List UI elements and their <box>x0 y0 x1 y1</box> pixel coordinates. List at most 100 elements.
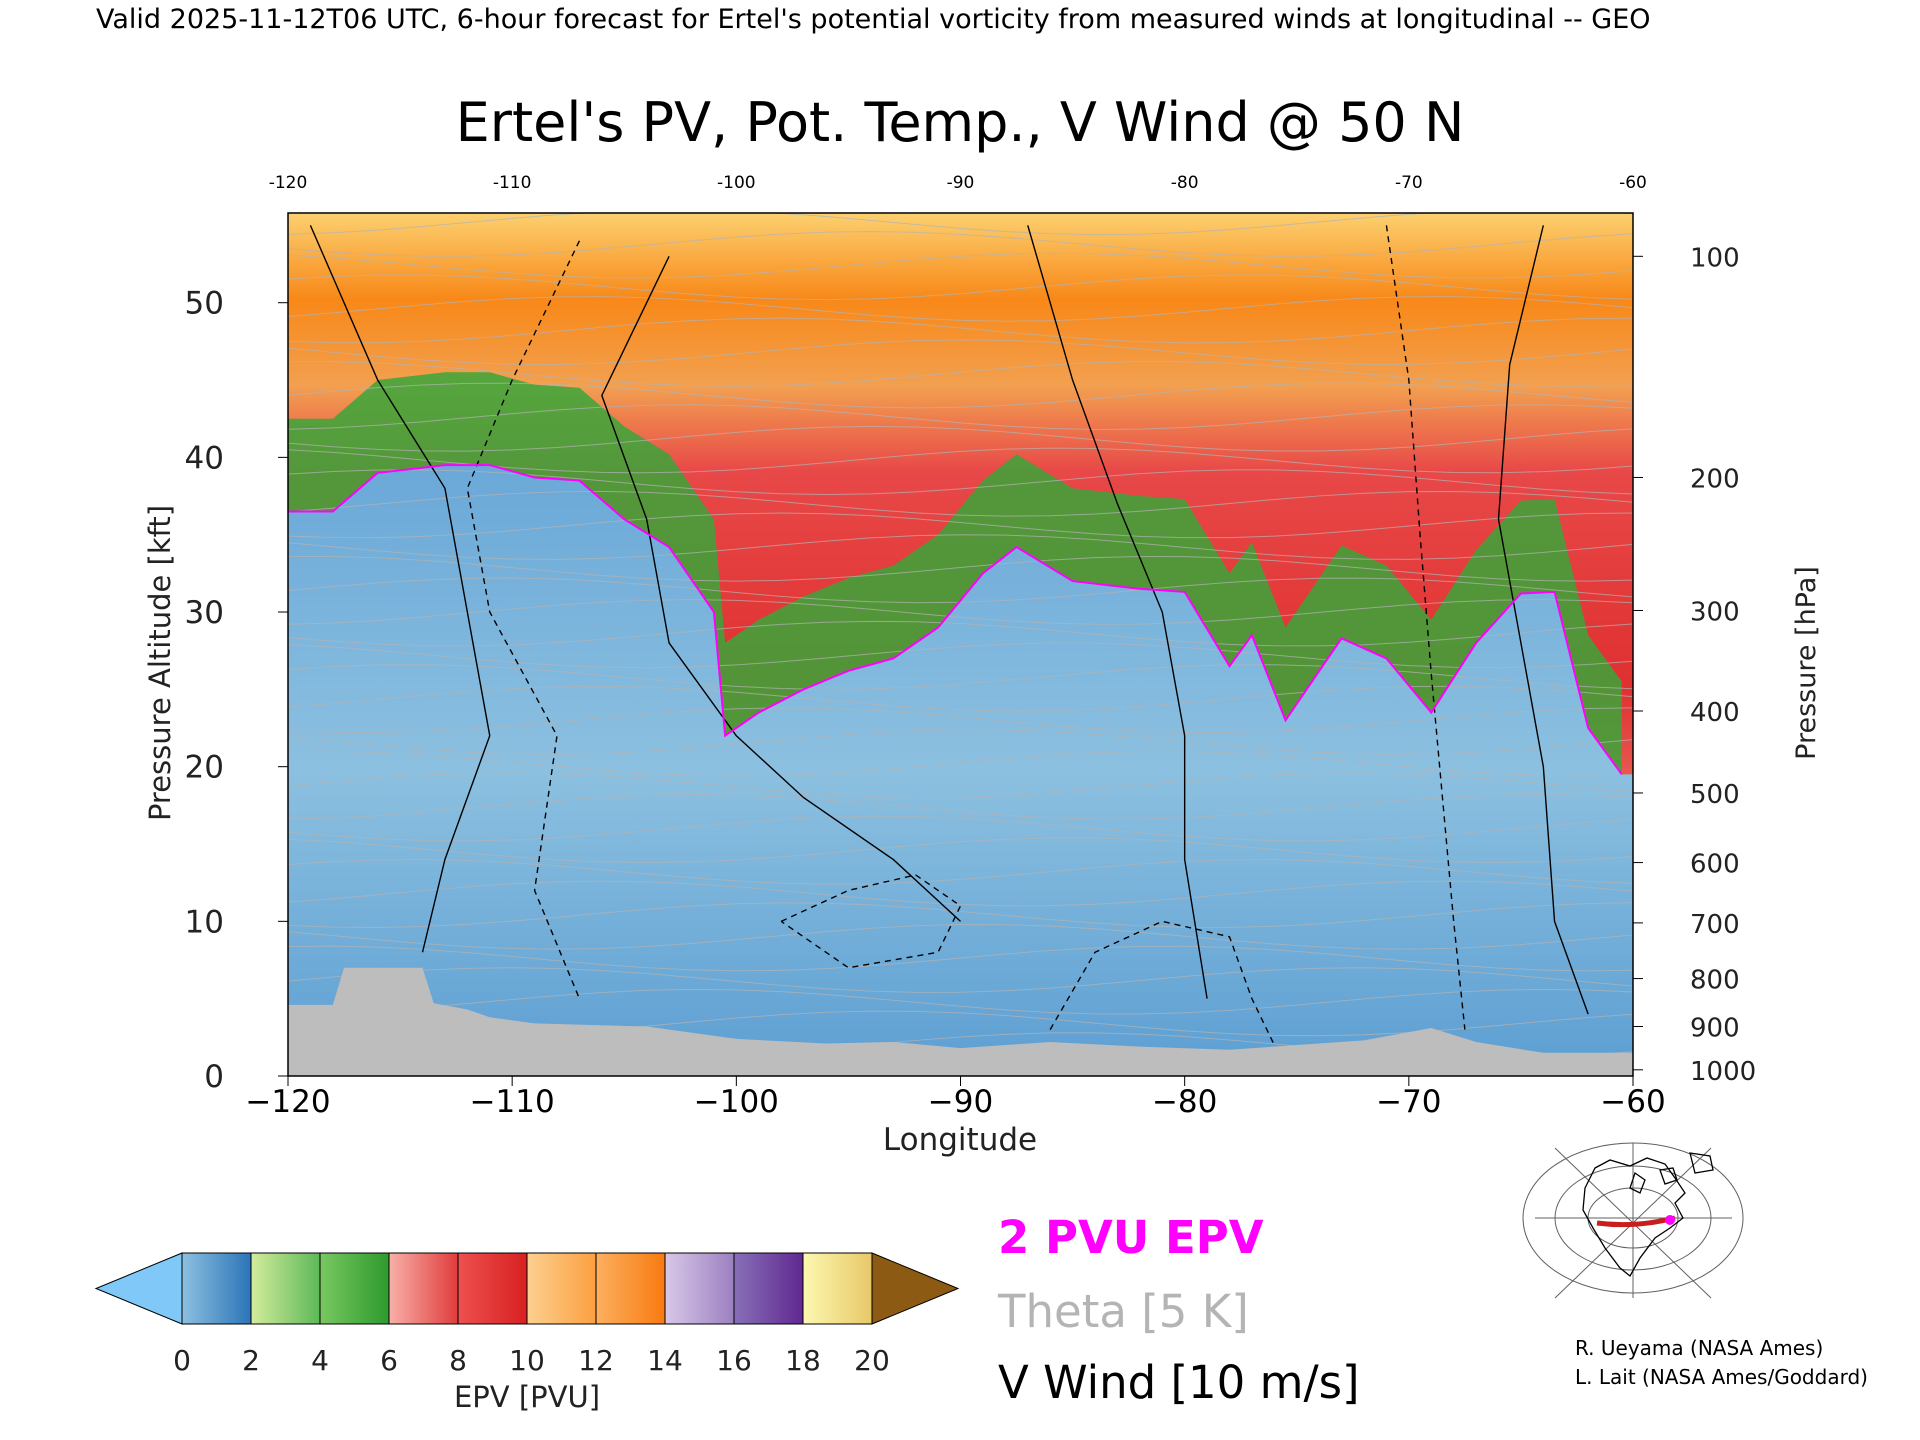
colorbar-tick-label: 20 <box>854 1344 890 1377</box>
colorbar-bin <box>526 1252 597 1325</box>
theta-contour <box>288 620 1633 647</box>
colorbar-bin <box>250 1252 321 1325</box>
theta-contour <box>288 213 1633 236</box>
pv-colorbar: 0 2 4 6 8 10 12 14 16 18 20 EPV [PVU] <box>94 1252 960 1414</box>
colorbar-tick-label: 0 <box>173 1344 191 1377</box>
x-top-tick-label: -120 <box>269 173 308 193</box>
colorbar-bin <box>319 1252 390 1325</box>
colorbar-over-arrow <box>871 1252 960 1325</box>
colorbar-bin <box>388 1252 459 1325</box>
theta-contour <box>288 967 1633 993</box>
colorbar-tick-label: 10 <box>509 1344 545 1377</box>
theta-contour <box>288 512 1633 539</box>
y-tick-label-left: 50 <box>185 286 224 322</box>
y-tick-label-left: 20 <box>185 750 224 786</box>
x-tick-label: −80 <box>1152 1084 1217 1120</box>
legend-theta: Theta [5 K] <box>997 1285 1249 1338</box>
y-tick-label-right: 400 <box>1690 698 1740 728</box>
theta-contour <box>288 707 1633 734</box>
theta-contour <box>288 577 1633 604</box>
colorbar-bin <box>181 1252 252 1325</box>
x-top-tick-label: -100 <box>717 173 756 193</box>
theta-contour <box>288 317 1633 344</box>
x-top-tick-label: -80 <box>1171 173 1199 193</box>
theta-contour <box>288 729 1633 755</box>
theta-contour <box>288 274 1633 301</box>
theta-contour <box>288 750 1633 777</box>
theta-contour <box>288 664 1633 690</box>
theta-contour <box>288 837 1633 864</box>
theta-contour <box>288 945 1633 972</box>
theta-contour <box>288 902 1633 928</box>
credit-line-1: R. Ueyama (NASA Ames) <box>1575 1336 1823 1360</box>
y-tick-label-right: 700 <box>1690 910 1740 940</box>
y-tick-label-right: 200 <box>1690 464 1740 494</box>
y-tick-label-right: 1000 <box>1690 1057 1756 1087</box>
theta-contour <box>288 880 1633 907</box>
axes: −120 -120 −110 -110 −100 -100 −90 -90 −80 -80 −70 -… <box>185 173 1757 1120</box>
valid-header: Valid 2025-11-12T06 UTC, 6-hour forecast… <box>96 4 1651 35</box>
y-tick-label-right: 900 <box>1690 1014 1740 1044</box>
y-axis-label-right: Pressure [hPa] <box>1791 566 1822 760</box>
colorbar-tick-label: 14 <box>647 1344 683 1377</box>
v-wind-contour <box>309 225 491 953</box>
colorbar-bin <box>733 1252 804 1325</box>
x-tick-label: −70 <box>1376 1084 1441 1120</box>
theta-contour <box>288 296 1633 322</box>
theta-contour <box>288 252 1633 279</box>
theta-contour <box>288 490 1633 517</box>
x-top-tick-label: -70 <box>1395 173 1423 193</box>
theta-contour <box>288 404 1633 430</box>
v-wind-contour <box>1027 225 1208 999</box>
theta-contour <box>288 382 1633 409</box>
theta-contour <box>288 599 1633 625</box>
y-tick-label-left: 30 <box>185 595 224 631</box>
theta-contour <box>288 642 1633 669</box>
v-wind-contour <box>466 240 581 999</box>
theta-contour <box>288 555 1633 582</box>
y-tick-label-right: 500 <box>1690 780 1740 810</box>
plot-clip-group <box>288 213 1633 1076</box>
y-axis-label-left: Pressure Altitude [kft] <box>143 505 177 821</box>
colorbar-tick-label: 6 <box>380 1344 398 1377</box>
x-top-tick-label: -60 <box>1619 173 1647 193</box>
colorbar-under-arrow <box>94 1252 183 1325</box>
theta-contour <box>288 469 1633 495</box>
v-wind-contour <box>1497 225 1589 1015</box>
colorbar-bin <box>595 1252 666 1325</box>
colorbar-bin <box>457 1252 528 1325</box>
colorbar-bin <box>664 1252 735 1325</box>
y-tick-label-right: 600 <box>1690 850 1740 880</box>
x-tick-label: −90 <box>928 1084 993 1120</box>
theta-contour <box>288 447 1633 474</box>
v-wind-contour <box>601 256 961 922</box>
colorbar-tick-label: 18 <box>785 1344 821 1377</box>
theta-contour <box>288 859 1633 885</box>
theta-contour <box>288 425 1633 452</box>
polar-map-icon <box>1522 1142 1744 1299</box>
colorbar-tick-label: 2 <box>242 1344 260 1377</box>
plot-area <box>287 212 1634 1077</box>
x-tick-label: −120 <box>245 1084 330 1120</box>
y-tick-label-left: 0 <box>204 1059 224 1095</box>
colorbar-tick-label: 12 <box>578 1344 614 1377</box>
x-tick-label: −110 <box>470 1084 555 1120</box>
y-tick-label-left: 10 <box>185 904 224 940</box>
legend-vwind: V Wind [10 m/s] <box>998 1356 1360 1409</box>
legend-2pvu: 2 PVU EPV <box>998 1211 1264 1264</box>
x-tick-label: −60 <box>1600 1084 1665 1120</box>
y-tick-label-right: 300 <box>1690 597 1740 627</box>
terrain-mask <box>288 967 1633 1076</box>
tropopause-2pvu-contour <box>288 464 1623 776</box>
x-top-tick-label: -90 <box>947 173 975 193</box>
y-tick-label-left: 40 <box>185 440 224 476</box>
colorbar-label: EPV [PVU] <box>454 1380 600 1414</box>
theta-contour <box>288 339 1633 365</box>
troposphere-fill <box>288 465 1633 1076</box>
colorbar-tick-label: 4 <box>311 1344 329 1377</box>
theta-contour <box>288 815 1633 842</box>
x-axis-label: Longitude <box>883 1122 1037 1158</box>
y-tick-label-right: 100 <box>1690 243 1740 273</box>
credit-line-2: L. Lait (NASA Ames/Goddard) <box>1575 1365 1868 1389</box>
